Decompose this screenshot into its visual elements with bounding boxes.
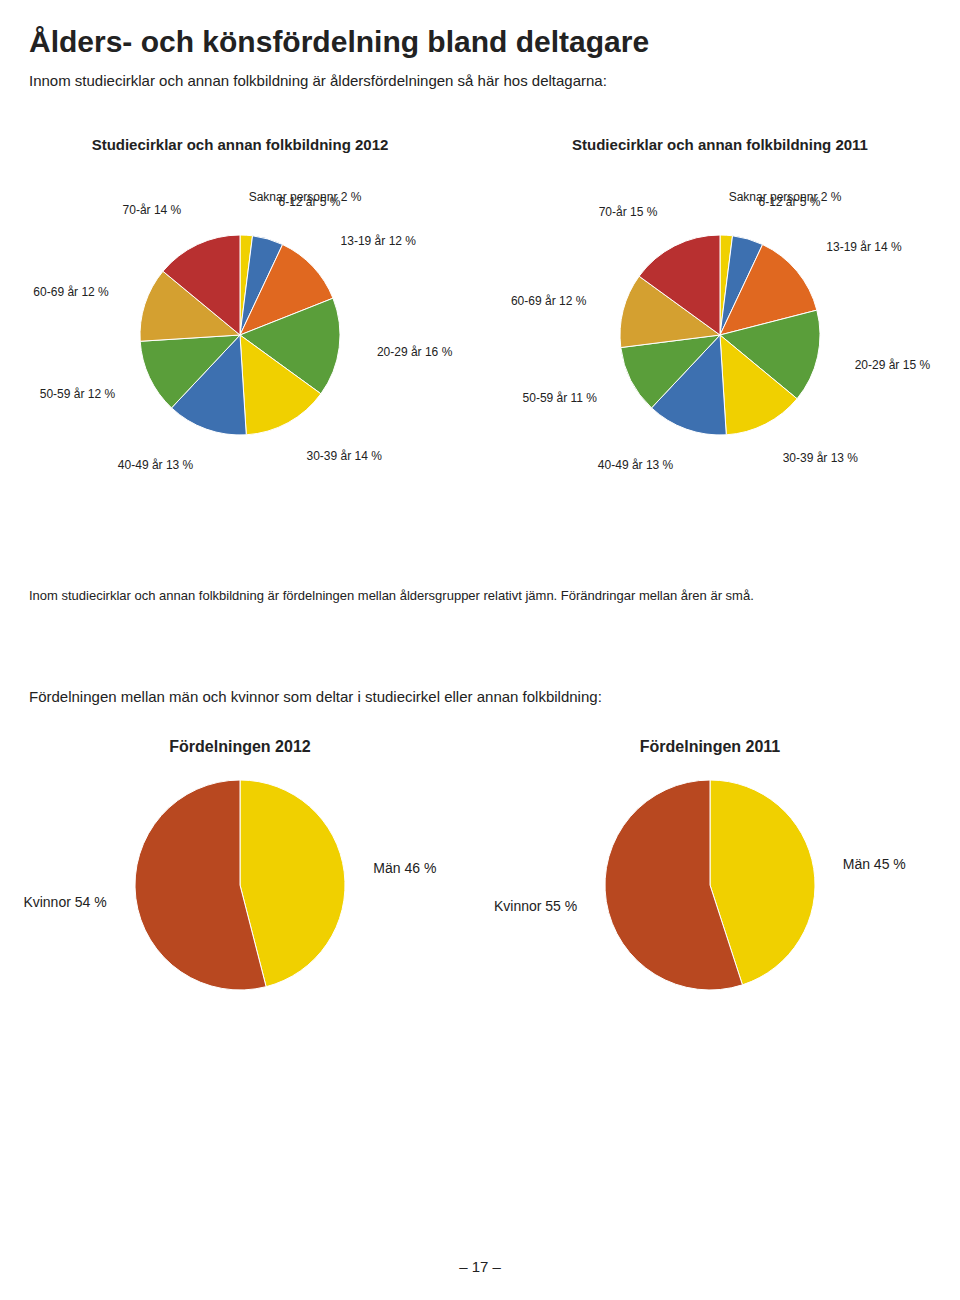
annotation: Inom studiecirklar och annan folkbildnin… bbox=[29, 588, 754, 603]
chart-title: Fördelningen 2012 bbox=[169, 738, 310, 755]
slice-label-part: 46 % bbox=[401, 860, 437, 876]
slice-label-part: 54 % bbox=[71, 894, 107, 910]
pie-chart: Fördelningen 2011 Män 45 % Kvinnor 55 % bbox=[494, 738, 906, 990]
slice-label: 70-år 15 % bbox=[599, 205, 658, 219]
pie-slice bbox=[140, 335, 240, 408]
slice-label-part: 70-år bbox=[123, 203, 151, 217]
slice-label-part: 14 % bbox=[871, 240, 902, 254]
slice-label-part: 16 % bbox=[422, 345, 453, 359]
pie-chart: Studiecirklar och annan folkbildning 201… bbox=[33, 136, 452, 472]
slice-label-part: 30-39 år bbox=[306, 449, 351, 463]
slice-label-part: 6-12 år bbox=[759, 195, 797, 209]
slice-label-part: Män bbox=[843, 856, 870, 872]
slice-label-part: 13 % bbox=[827, 451, 858, 465]
slice-label: 13-19 år 12 % bbox=[341, 234, 417, 248]
pie-slice bbox=[135, 780, 266, 990]
page-title: Ålders- och könsfördelning bland deltaga… bbox=[29, 25, 649, 58]
slice-label-part: Kvinnor bbox=[494, 898, 542, 914]
slice-label-part: 13 % bbox=[643, 458, 674, 472]
slice-label-part: 30-39 år bbox=[783, 451, 828, 465]
slice-label-part: 13-19 år bbox=[341, 234, 386, 248]
page: Ålders- och könsfördelning bland deltaga… bbox=[0, 0, 960, 1300]
slice-label-part: 15 % bbox=[627, 205, 658, 219]
slices bbox=[620, 235, 820, 435]
pie-slice bbox=[163, 235, 240, 335]
slice-label: 30-39 år 14 % bbox=[306, 449, 382, 463]
slice-label: Män 46 % bbox=[373, 860, 436, 876]
pie-chart: Studiecirklar och annan folkbildning 201… bbox=[511, 136, 930, 472]
slice-label: 50-59 år 12 % bbox=[40, 387, 116, 401]
slice-label: Kvinnor 55 % bbox=[494, 898, 577, 914]
chart-title: Studiecirklar och annan folkbildning 201… bbox=[92, 136, 389, 153]
slice-label: 40-49 år 13 % bbox=[118, 458, 194, 472]
slice-label: 30-39 år 13 % bbox=[783, 451, 859, 465]
labels: Män 45 % Kvinnor 55 % bbox=[494, 856, 906, 914]
background bbox=[0, 0, 960, 1300]
slice-label: 20-29 år 15 % bbox=[855, 358, 931, 372]
slice-label-part: 50-59 år bbox=[40, 387, 85, 401]
slice-label-part: 60-69 år bbox=[33, 285, 78, 299]
slice-label-part: 5 % bbox=[797, 195, 821, 209]
slice-label-part: 12 % bbox=[385, 234, 416, 248]
slice-label-part: Män bbox=[373, 860, 400, 876]
slice-label: 6-12 år 5 % bbox=[279, 195, 341, 209]
slice-label-part: 14 % bbox=[151, 203, 182, 217]
slice-label-part: 45 % bbox=[870, 856, 906, 872]
slice-label-part: 55 % bbox=[541, 898, 577, 914]
slice-label-part: 2 % bbox=[337, 190, 361, 204]
chart-title: Studiecirklar och annan folkbildning 201… bbox=[572, 136, 868, 153]
slices bbox=[135, 780, 345, 990]
slice-label-part: 2 % bbox=[817, 190, 841, 204]
slice-label: 13-19 år 14 % bbox=[826, 240, 902, 254]
slice-label-part: 20-29 år bbox=[377, 345, 422, 359]
annotation: – 17 – bbox=[459, 1258, 501, 1275]
slice-label-part: Kvinnor bbox=[23, 894, 71, 910]
slice-label: Kvinnor 54 % bbox=[23, 894, 106, 910]
chart-title: Fördelningen 2011 bbox=[640, 738, 781, 755]
slice-label-part: 60-69 år bbox=[511, 294, 556, 308]
labels: Saknar personnr 2 %6-12 år 5 %13-19 år 1… bbox=[511, 190, 930, 472]
slice-label-part: 5 % bbox=[317, 195, 341, 209]
slice-label-part: 20-29 år bbox=[855, 358, 900, 372]
slice-label-part: 12 % bbox=[78, 285, 109, 299]
slices bbox=[605, 780, 815, 990]
slice-label: 70-år 14 % bbox=[123, 203, 182, 217]
pie-slice bbox=[240, 335, 321, 435]
page-subtitle: Innom studiecirklar och annan folkbildni… bbox=[29, 72, 607, 89]
labels: Män 46 % Kvinnor 54 % bbox=[23, 860, 436, 910]
slice-label: 50-59 år 11 % bbox=[523, 391, 598, 405]
slice-label-part: 40-49 år bbox=[598, 458, 643, 472]
slice-label-part: 70-år bbox=[599, 205, 627, 219]
slice-label: Män 45 % bbox=[843, 856, 906, 872]
slice-label: 60-69 år 12 % bbox=[33, 285, 109, 299]
slice-label-part: 40-49 år bbox=[118, 458, 163, 472]
annotation: Fördelningen mellan män och kvinnor som … bbox=[29, 688, 602, 705]
slice-label-part: 12 % bbox=[84, 387, 115, 401]
slice-label: 40-49 år 13 % bbox=[598, 458, 674, 472]
slice-label: 20-29 år 16 % bbox=[377, 345, 453, 359]
slice-label-part: 14 % bbox=[351, 449, 382, 463]
pie-chart: Fördelningen 2012 Män 46 % Kvinnor 54 % bbox=[23, 738, 436, 990]
slice-label-part: 6-12 år bbox=[279, 195, 317, 209]
slice-label: 6-12 år 5 % bbox=[759, 195, 821, 209]
slice-label-part: 13-19 år bbox=[826, 240, 871, 254]
slice-label-part: 13 % bbox=[163, 458, 194, 472]
slice-label: 60-69 år 12 % bbox=[511, 294, 587, 308]
slice-label-part: 11 % bbox=[567, 391, 597, 405]
slice-label-part: 12 % bbox=[556, 294, 587, 308]
slice-label-part: 15 % bbox=[899, 358, 930, 372]
pie-slice bbox=[639, 235, 720, 335]
pie-slice bbox=[720, 335, 797, 435]
pie-slice bbox=[605, 780, 742, 990]
labels: Saknar personnr 2 %6-12 år 5 %13-19 år 1… bbox=[33, 190, 452, 472]
slice-label-part: 50-59 år bbox=[523, 391, 568, 405]
slices bbox=[140, 235, 340, 435]
